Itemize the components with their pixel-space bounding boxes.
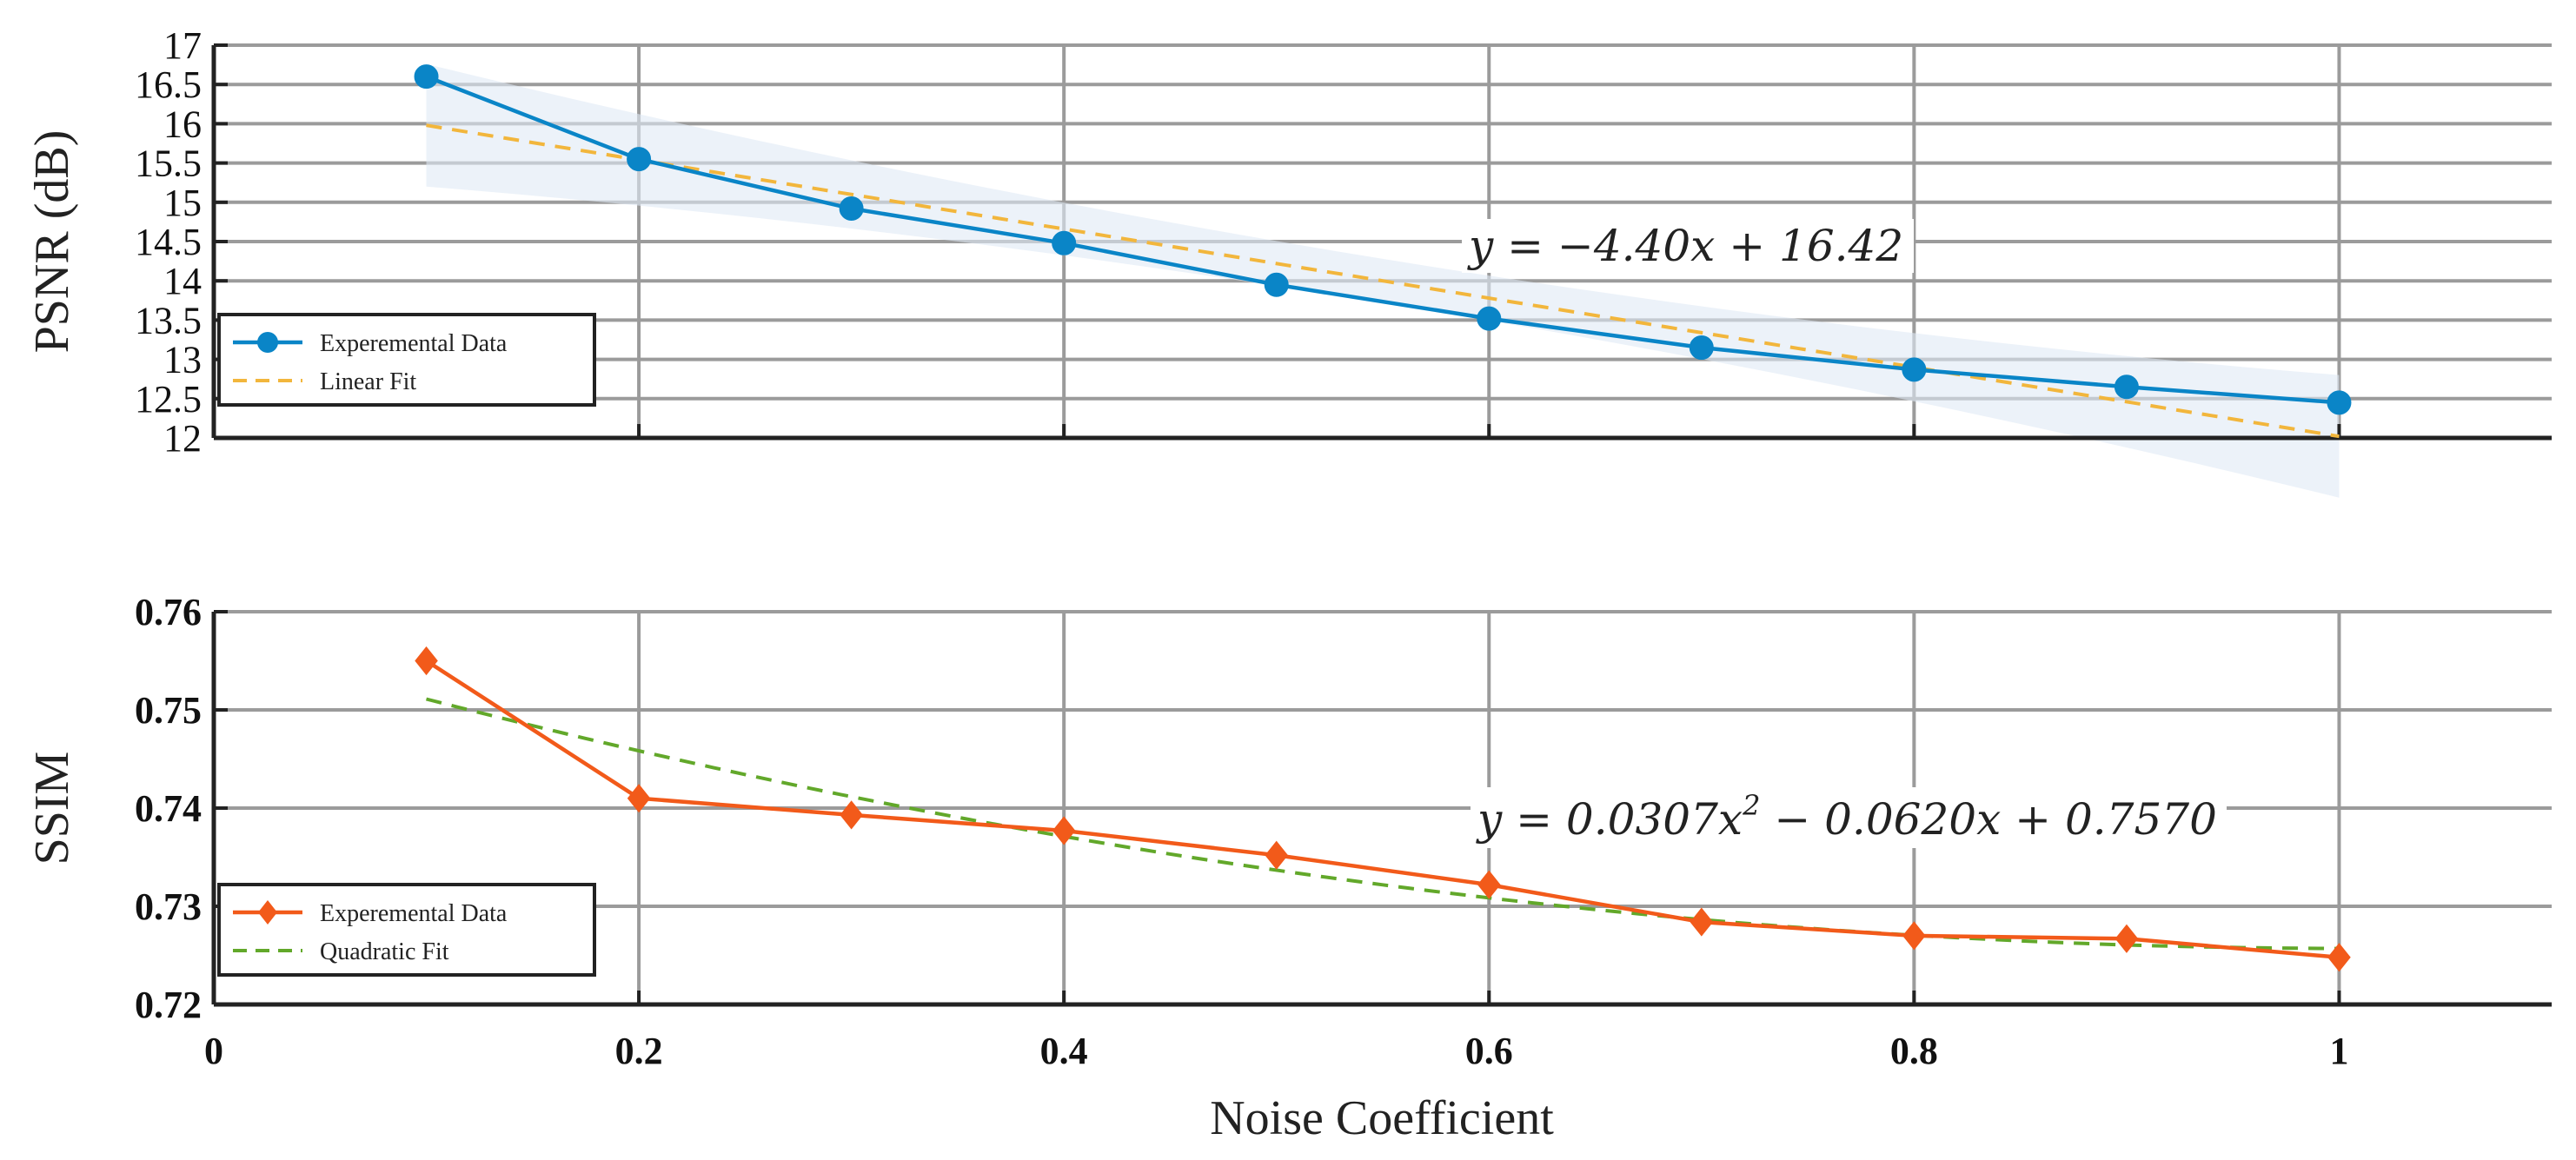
data-point	[2327, 943, 2351, 972]
legend-data-marker	[257, 332, 278, 353]
x-tick-label: 0.4	[1040, 1030, 1088, 1072]
data-point	[2114, 375, 2139, 400]
data-point	[2327, 390, 2352, 415]
y-tick-label: 12	[163, 417, 202, 460]
y-tick-label: 13	[163, 339, 202, 381]
data-point	[1689, 335, 1714, 361]
legend-label-data: Experemental Data	[320, 330, 508, 357]
y-tick-label: 15.5	[135, 143, 202, 185]
equation-background	[1462, 219, 1914, 273]
data-point	[1052, 230, 1077, 255]
y-tick-label: 13.5	[135, 299, 202, 341]
data-point	[2115, 924, 2139, 953]
y-tick-label: 14.5	[135, 221, 202, 263]
x-tick-label: 0.6	[1465, 1030, 1513, 1072]
x-tick-label: 0.2	[615, 1030, 663, 1072]
data-point	[1052, 816, 1076, 845]
equation-part: − 0.0620x + 0.7570	[1760, 794, 2216, 845]
x-tick-label: 0	[204, 1030, 223, 1072]
fit-equation: y = −4.40x + 16.42	[1467, 221, 1903, 271]
equation-background	[1471, 787, 2227, 848]
y-tick-label: 15	[163, 182, 202, 224]
y-tick-label: 12.5	[135, 378, 202, 421]
data-point	[1265, 840, 1289, 870]
y-axis-label: SSIM	[25, 752, 79, 865]
data-point	[1690, 907, 1714, 937]
x-tick-label: 0.8	[1890, 1030, 1938, 1072]
equation-part: y = 0.0307x	[1476, 794, 1743, 845]
data-point	[627, 784, 651, 813]
data-point	[415, 646, 438, 676]
data-point	[1902, 357, 1927, 382]
legend-label-fit: Linear Fit	[320, 368, 416, 395]
legend-label-fit: Quadratic Fit	[320, 938, 449, 965]
legend-box	[217, 313, 596, 407]
y-tick-label: 16.5	[135, 63, 202, 106]
y-tick-label: 0.75	[135, 689, 202, 732]
legend: Experemental Data Linear Fit	[217, 313, 596, 407]
y-tick-label: 0.72	[135, 984, 202, 1026]
x-axis-label: Noise Coefficient	[1210, 1091, 1554, 1145]
legend-data-marker	[258, 900, 277, 925]
y-tick-label: 16	[163, 103, 202, 145]
fit-equation: y = 0.0307x2 − 0.0620x + 0.7570	[1476, 789, 2217, 845]
equation-exponent: 2	[1742, 789, 1760, 822]
legend-label-data: Experemental Data	[320, 900, 508, 927]
y-tick-label: 0.74	[135, 787, 202, 830]
data-point	[414, 64, 439, 89]
legend: Experemental Data Quadratic Fit	[217, 883, 596, 977]
y-tick-label: 17	[163, 24, 202, 67]
y-axis-label: PSNR (dB)	[25, 130, 79, 354]
y-tick-label: 0.76	[135, 591, 202, 633]
data-point	[840, 800, 863, 830]
y-tick-label: 14	[163, 260, 202, 302]
data-line	[425, 75, 2340, 405]
data-point	[1477, 306, 1502, 331]
fit-line	[426, 123, 2340, 439]
ssim-plot: 0.72 0.73 0.74 0.75 0.76 0 0.2 0.4 0.6 0.8 1 SSIM No…	[25, 591, 2552, 1145]
legend-box	[217, 883, 596, 977]
data-point	[1477, 870, 1501, 899]
data-point	[1264, 272, 1289, 297]
data-point	[1902, 921, 1926, 951]
x-tick-label: 1	[2329, 1030, 2348, 1072]
data-line	[425, 659, 2340, 960]
data-point	[627, 147, 652, 172]
fit-line	[426, 697, 2340, 951]
y-tick-label: 0.73	[135, 885, 202, 928]
data-point	[839, 196, 864, 222]
